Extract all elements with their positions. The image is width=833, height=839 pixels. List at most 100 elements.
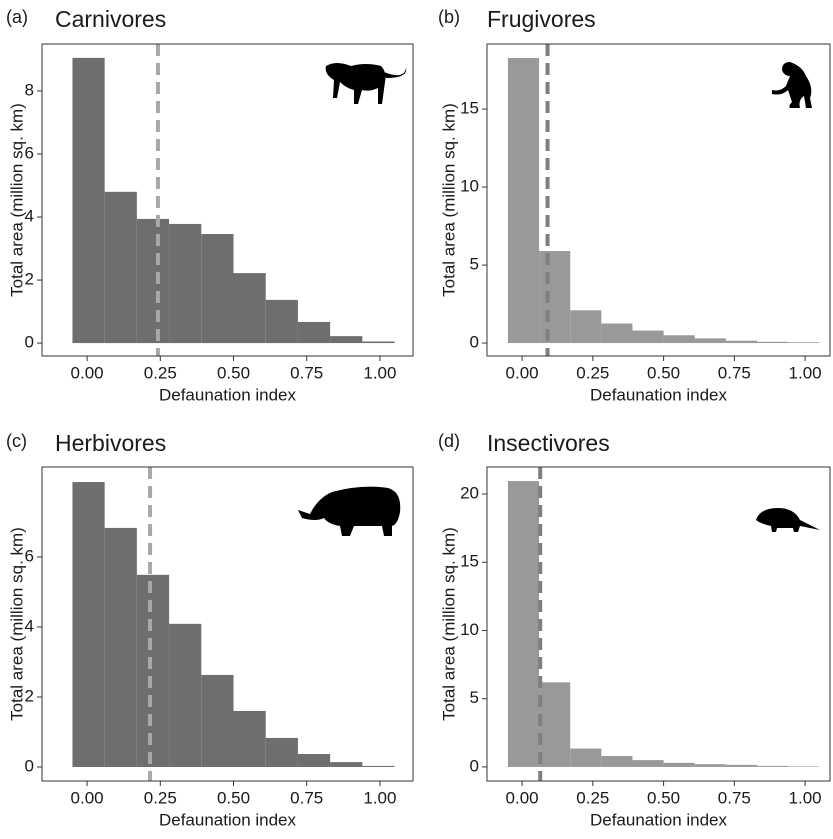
x-tick-label: 1.00: [789, 363, 822, 382]
x-tick-label: 0.50: [217, 363, 250, 382]
icon-cat: [325, 63, 407, 104]
y-tick-label: 5: [470, 688, 479, 707]
bar: [330, 762, 363, 767]
x-axis-title: Defaunation index: [590, 385, 728, 404]
bar: [663, 762, 695, 767]
bar: [297, 754, 331, 767]
x-tick-label: 0.75: [718, 788, 751, 807]
y-tick-label: 6: [25, 546, 34, 565]
bar: [297, 321, 331, 344]
bar: [265, 299, 298, 344]
bar: [201, 234, 234, 344]
bar: [104, 527, 137, 767]
x-tick-label: 0.25: [144, 788, 177, 807]
x-tick-label: 0.75: [290, 363, 323, 382]
y-tick-label: 4: [25, 616, 34, 635]
x-tick-label: 1.00: [789, 788, 822, 807]
y-axis-title: Total area (million sq. km): [7, 527, 26, 721]
y-tick-label: 0: [470, 756, 479, 775]
plot-frame: [486, 43, 831, 357]
bar: [362, 341, 395, 344]
bar: [756, 765, 789, 767]
bar: [725, 764, 757, 767]
plot-frame: [41, 466, 414, 782]
bar: [601, 756, 633, 767]
x-tick-label: 0.75: [290, 788, 323, 807]
x-tick-label: 1.00: [363, 363, 396, 382]
plot-frame: [41, 43, 414, 357]
x-tick-label: 0.00: [71, 363, 104, 382]
bar: [136, 574, 170, 767]
panel-title: Carnivores: [55, 6, 166, 32]
bar: [632, 330, 664, 344]
panel-title: Insectivores: [487, 430, 610, 456]
bar: [756, 341, 789, 344]
y-tick-label: 15: [460, 552, 479, 571]
x-tick-label: 0.75: [718, 363, 751, 382]
bar: [694, 764, 726, 767]
y-axis-title: Total area (million sq. km): [439, 527, 458, 721]
y-tick-label: 0: [25, 333, 34, 352]
x-tick-label: 0.25: [144, 363, 177, 382]
x-tick-label: 0.25: [576, 363, 609, 382]
x-axis-title: Defaunation index: [159, 385, 297, 404]
bar: [507, 481, 540, 767]
icon-monkey: [772, 62, 812, 108]
y-tick-label: 4: [25, 207, 34, 226]
panel-label: (c): [6, 431, 27, 451]
plot-frame: [486, 466, 831, 782]
x-axis-title: Defaunation index: [590, 810, 728, 829]
y-tick-label: 15: [460, 99, 479, 118]
icon-armadillo: [756, 508, 820, 532]
y-tick-label: 8: [25, 80, 34, 99]
panel-label: (d): [438, 431, 460, 451]
icon-rhino: [298, 486, 401, 536]
bar: [788, 766, 820, 767]
y-tick-label: 0: [470, 333, 479, 352]
x-tick-label: 0.50: [217, 788, 250, 807]
y-tick-label: 10: [460, 620, 479, 639]
bar: [788, 342, 820, 344]
y-axis-title: Total area (million sq. km): [439, 103, 458, 297]
y-tick-label: 20: [460, 484, 479, 503]
bar: [233, 273, 266, 344]
x-tick-label: 0.00: [71, 788, 104, 807]
bar: [539, 251, 571, 344]
x-tick-label: 0.00: [506, 788, 539, 807]
bar: [169, 223, 202, 344]
bar: [233, 710, 266, 767]
bar: [362, 765, 395, 767]
x-tick-label: 0.50: [647, 363, 680, 382]
bar: [632, 760, 664, 767]
y-tick-label: 2: [25, 270, 34, 289]
y-tick-label: 0: [25, 756, 34, 775]
bar: [507, 58, 540, 344]
bar: [601, 323, 633, 344]
panel-title: Herbivores: [55, 430, 166, 456]
bar: [663, 335, 695, 344]
bar: [725, 340, 757, 344]
x-tick-label: 0.25: [576, 788, 609, 807]
bar: [694, 338, 726, 344]
y-axis-title: Total area (million sq. km): [7, 103, 26, 297]
y-tick-label: 10: [460, 177, 479, 196]
y-tick-label: 2: [25, 686, 34, 705]
panel-label: (b): [438, 7, 460, 27]
panel-title: Frugivores: [487, 6, 596, 32]
y-tick-label: 5: [470, 255, 479, 274]
bar: [539, 682, 571, 767]
bar: [72, 482, 105, 767]
x-axis-title: Defaunation index: [159, 810, 297, 829]
bar: [570, 748, 602, 767]
bar: [169, 623, 202, 767]
bar: [72, 57, 105, 344]
x-tick-label: 0.00: [506, 363, 539, 382]
bar: [265, 737, 298, 767]
bar: [330, 336, 363, 344]
panel-label: (a): [6, 7, 28, 27]
x-tick-label: 0.50: [647, 788, 680, 807]
y-tick-label: 6: [25, 143, 34, 162]
bar: [104, 191, 137, 344]
bar: [201, 674, 234, 767]
